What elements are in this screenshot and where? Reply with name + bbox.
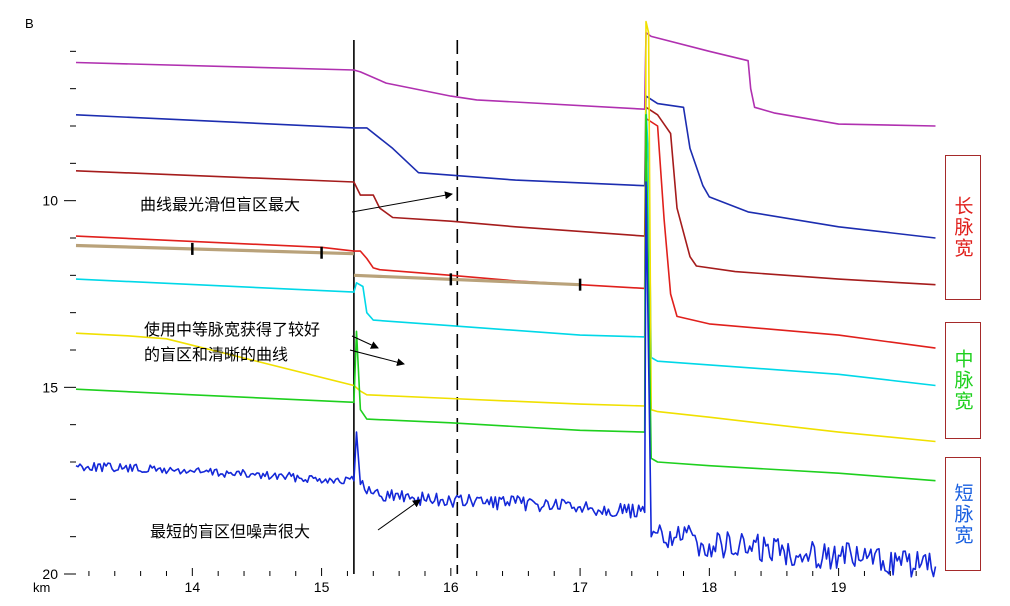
annotation-long-pulse: 曲线最光滑但盲区最大 [140,195,300,214]
y-tick-label-15: 15 [42,379,58,395]
marker-layer [353,40,459,574]
event-band-1 [75,243,354,256]
trace-series-5 [75,106,936,387]
trace-series-1 [75,31,936,127]
annotation-arrow-medium-pulse-b [349,349,405,367]
axis-layer: 10 15 20 14 15 16 17 18 19 [42,50,917,595]
event-marker-layer [75,242,582,291]
legend-short-pulse: 短脉宽 [945,457,981,571]
y-axis-unit: B [25,16,34,31]
trace-series-4 [75,117,936,349]
legend-label-short-pulse: 短脉宽 [951,482,974,546]
x-tick-label-17: 17 [572,579,588,595]
x-tick-label-19: 19 [831,579,847,595]
event-band-2 [353,273,581,287]
x-tick-label-14: 14 [185,579,201,595]
x-tick-label-16: 16 [443,579,459,595]
y-tick-label-10: 10 [42,193,58,209]
trace-series-7 [75,114,936,482]
x-tick-label-18: 18 [702,579,718,595]
x-tick-label-15: 15 [314,579,330,595]
series-layer [75,20,937,578]
annotation-short-pulse: 最短的盲区但噪声很大 [150,522,310,541]
annotation-arrow-short-pulse [377,499,421,531]
annotation-medium-pulse-line2: 的盲区和清晰的曲线 [144,345,288,364]
legend-label-medium-pulse: 中脉宽 [951,349,974,412]
legend-label-long-pulse: 长脉宽 [951,196,974,259]
x-axis-unit: km [33,580,50,595]
annotation-arrow-long-pulse [351,191,453,213]
legend-long-pulse: 长脉宽 [945,155,981,300]
y-tick-label-20: 20 [42,566,58,582]
annotation-medium-pulse-line1: 使用中等脉宽获得了较好 [144,320,320,339]
trace-series-2 [75,95,936,239]
trace-series-8 [75,181,937,578]
legend-medium-pulse: 中脉宽 [945,322,981,439]
trace-series-6 [75,20,936,443]
annotation-arrow-medium-pulse-a [351,335,379,349]
